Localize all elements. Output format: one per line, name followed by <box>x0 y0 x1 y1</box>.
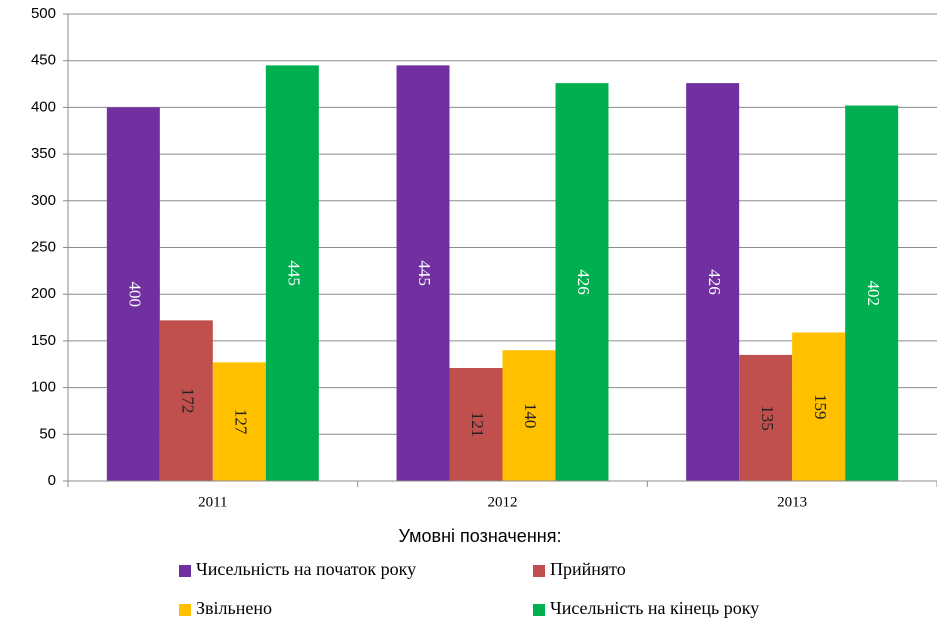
bar <box>502 350 556 481</box>
bar <box>449 367 503 481</box>
data-label: 426 <box>705 269 724 295</box>
y-tick-label: 350 <box>31 145 56 162</box>
y-tick-label: 50 <box>39 425 56 442</box>
bar <box>792 332 846 481</box>
y-tick-label: 200 <box>31 285 56 302</box>
legend-label: Прийнято <box>550 559 626 579</box>
bar <box>555 83 609 481</box>
data-label: 402 <box>864 281 883 307</box>
legend-label: Чисельність на кінець року <box>550 598 759 618</box>
bar <box>396 65 450 482</box>
data-label: 426 <box>574 269 593 295</box>
y-tick-label: 100 <box>31 379 56 396</box>
legend-label: Звільнено <box>196 598 272 618</box>
data-label: 127 <box>231 409 250 435</box>
legend-swatch <box>179 565 191 577</box>
data-label: 140 <box>521 403 540 429</box>
bar <box>265 65 319 482</box>
legend-swatch <box>179 604 191 616</box>
legend-swatch <box>533 565 545 577</box>
y-tick-label: 300 <box>31 192 56 209</box>
y-tick-label: 500 <box>31 5 56 22</box>
bar <box>845 105 899 482</box>
y-tick-label: 0 <box>48 472 56 489</box>
x-tick-label: 2012 <box>488 494 518 510</box>
data-label: 135 <box>758 405 777 431</box>
bar <box>212 362 266 481</box>
x-tick-label: 2013 <box>777 494 807 510</box>
y-tick-label: 250 <box>31 238 56 255</box>
y-tick-label: 450 <box>31 52 56 69</box>
data-label: 400 <box>125 281 144 307</box>
y-tick-label: 150 <box>31 332 56 349</box>
bar <box>739 354 793 481</box>
data-label: 121 <box>468 412 487 438</box>
data-label: 445 <box>284 260 303 286</box>
bar <box>159 320 213 481</box>
bar <box>686 83 740 481</box>
data-label: 159 <box>811 394 830 420</box>
y-tick-label: 400 <box>31 98 56 115</box>
legend-label: Чисельність на початок року <box>196 559 416 579</box>
bar <box>106 107 160 482</box>
legend-title: Умовні позначення: <box>399 526 562 546</box>
data-label: 445 <box>415 260 434 286</box>
x-tick-label: 2011 <box>198 494 227 510</box>
data-label: 172 <box>178 388 197 414</box>
legend-swatch <box>533 604 545 616</box>
